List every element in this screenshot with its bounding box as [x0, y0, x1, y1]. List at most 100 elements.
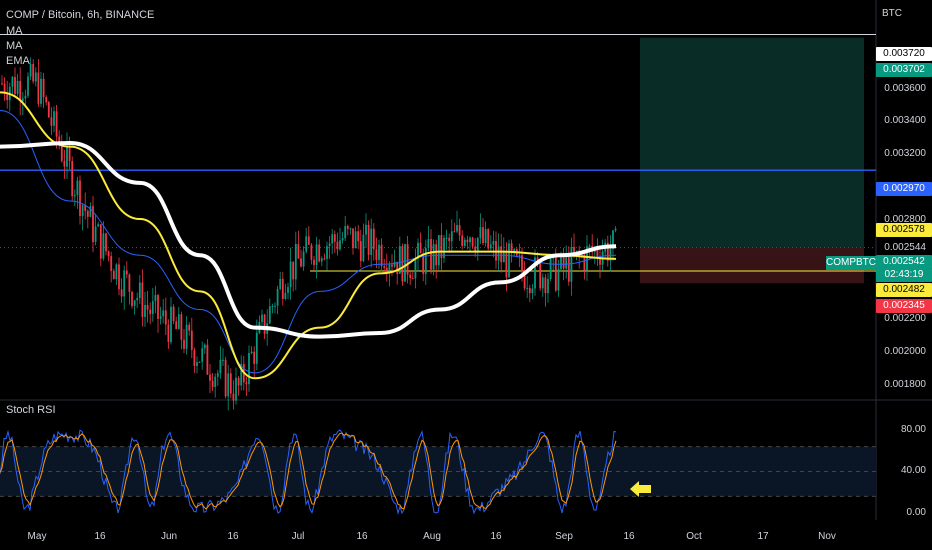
candle-body: [378, 244, 380, 260]
time-tick: 16: [356, 531, 368, 542]
candle-body: [211, 380, 214, 387]
candle-body: [300, 258, 302, 267]
candle-body: [560, 253, 562, 270]
candle-body: [448, 237, 451, 242]
candle-body: [37, 72, 40, 104]
candle-body: [248, 352, 250, 385]
time-tick: 16: [490, 531, 502, 542]
candle-body: [177, 314, 180, 330]
candle-body: [73, 195, 76, 197]
candle-body: [432, 244, 435, 270]
price-tick: 0.002800: [884, 214, 926, 225]
candle-body: [482, 227, 484, 244]
candle-body: [401, 246, 404, 282]
indicator-ema[interactable]: EMA: [6, 55, 30, 67]
candle-body: [289, 261, 292, 288]
candle-body: [458, 225, 461, 236]
candle-body: [263, 314, 266, 334]
candle-body: [112, 270, 115, 280]
rsi-tick: 80.00: [900, 424, 926, 435]
candle-body: [201, 348, 204, 362]
candle-body: [333, 234, 336, 242]
candle-body: [362, 234, 365, 262]
candle-body: [502, 251, 505, 263]
candle-body: [474, 246, 477, 253]
candle-body: [206, 344, 209, 375]
candle-body: [107, 251, 110, 257]
candle-body: [99, 224, 102, 259]
indicator-ma-2[interactable]: MA: [6, 40, 23, 52]
candle-body: [297, 243, 300, 259]
candle-body: [339, 240, 341, 250]
candle-body: [354, 231, 357, 249]
candle-body: [479, 227, 482, 238]
candle-body: [157, 294, 159, 319]
candle-body: [554, 254, 557, 291]
candle-body: [274, 305, 276, 307]
candle-body: [128, 274, 131, 292]
candle-body: [81, 205, 84, 217]
candle-body: [175, 321, 178, 330]
indicator-ma-1[interactable]: MA: [6, 25, 23, 37]
candle-body: [588, 245, 591, 247]
candle-body: [484, 229, 487, 244]
candle-body: [45, 97, 48, 103]
candle-body: [370, 228, 373, 255]
price-tick: 0.002544: [884, 242, 926, 253]
symbol-tag: COMPBTC: [826, 256, 876, 270]
candle-body: [136, 297, 139, 301]
candle-body: [435, 244, 438, 266]
candle-body: [271, 305, 274, 307]
candle-body: [430, 238, 432, 270]
candle-body: [66, 145, 68, 167]
price-tick: 0.003600: [884, 83, 926, 94]
price-tick: 0.003400: [884, 115, 926, 126]
candle-body: [526, 287, 529, 289]
candle-body: [162, 310, 165, 317]
candle-body: [141, 282, 144, 317]
candle-body: [172, 306, 175, 322]
candle-body: [437, 235, 440, 266]
candle-body: [167, 324, 170, 343]
candle-body: [190, 330, 193, 350]
candle-body: [456, 225, 458, 232]
candle-body: [6, 93, 9, 101]
candle-body: [528, 287, 531, 294]
candle-body: [557, 269, 560, 291]
candle-body: [466, 239, 469, 243]
candle-body: [318, 244, 321, 262]
candle-body: [596, 248, 599, 259]
rsi-tick: 0.00: [906, 507, 926, 518]
candle-body: [227, 373, 230, 397]
candle-body: [505, 251, 508, 278]
time-tick: Jul: [291, 531, 305, 542]
candle-body: [185, 324, 188, 349]
candle-body: [193, 349, 196, 366]
candle-body: [419, 242, 422, 254]
candle-body: [42, 78, 45, 98]
candle-body: [320, 258, 323, 262]
candle-body: [393, 261, 396, 267]
candle-body: [1, 83, 3, 85]
candle-body: [380, 244, 383, 267]
candle-body: [565, 256, 568, 269]
price-tag-last: 0.002542: [876, 255, 932, 269]
candle-body: [68, 145, 71, 162]
stoch-rsi-title[interactable]: Stoch RSI: [6, 404, 56, 416]
candle-body: [367, 224, 370, 255]
candle-body: [323, 258, 326, 260]
price-tick: 0.002200: [884, 313, 926, 324]
price-tick: 0.002000: [884, 346, 926, 357]
candle-body: [63, 160, 66, 167]
candle-body: [539, 262, 542, 289]
candle-body: [471, 237, 474, 247]
candle-body: [237, 377, 240, 386]
candle-body: [307, 236, 310, 245]
chart-title: COMP / Bitcoin, 6h, BINANCE: [6, 9, 155, 21]
time-tick: Oct: [686, 531, 702, 542]
candle-body: [383, 266, 386, 268]
candle-body: [375, 249, 378, 260]
candle-body: [183, 339, 185, 349]
candle-body: [406, 244, 409, 275]
